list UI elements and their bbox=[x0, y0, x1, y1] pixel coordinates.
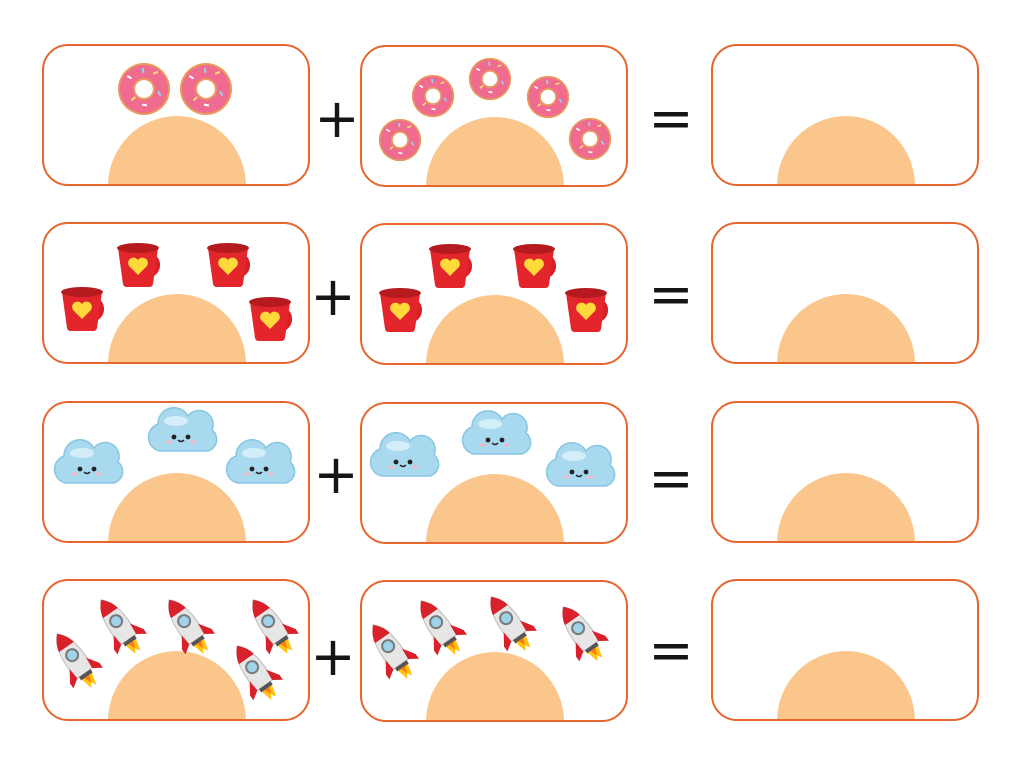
cup-icon bbox=[426, 241, 484, 289]
mound bbox=[108, 116, 246, 184]
donut-icon bbox=[378, 118, 422, 162]
row1-right-box bbox=[360, 45, 628, 187]
row2-left-box bbox=[42, 222, 310, 364]
cup-icon bbox=[58, 284, 116, 332]
row3-answer-box[interactable] bbox=[711, 401, 979, 543]
row3-right-box bbox=[360, 402, 628, 544]
donut-icon bbox=[179, 62, 233, 116]
cloud-icon bbox=[542, 442, 618, 498]
row4-answer-box[interactable] bbox=[711, 579, 979, 721]
donut-icon bbox=[468, 57, 512, 101]
mound bbox=[777, 116, 915, 184]
mound bbox=[108, 294, 246, 362]
rocket-icon bbox=[164, 591, 218, 661]
equals-sign: = bbox=[648, 619, 694, 682]
cloud-icon bbox=[458, 410, 534, 466]
cloud-icon bbox=[144, 407, 220, 463]
rocket-icon bbox=[248, 591, 302, 661]
row2-right-box bbox=[360, 223, 628, 365]
mound bbox=[777, 651, 915, 719]
mound bbox=[777, 294, 915, 362]
rocket-icon bbox=[96, 591, 150, 661]
cup-icon bbox=[562, 285, 620, 333]
equals-sign: = bbox=[648, 447, 694, 510]
rocket-icon bbox=[486, 588, 540, 658]
rocket-icon bbox=[416, 592, 470, 662]
donut-icon bbox=[526, 75, 570, 119]
row4-right-box bbox=[360, 580, 628, 722]
row2-answer-box[interactable] bbox=[711, 222, 979, 364]
plus-sign: + bbox=[310, 625, 356, 688]
cup-icon bbox=[510, 241, 568, 289]
plus-sign: + bbox=[314, 87, 360, 150]
donut-icon bbox=[411, 74, 455, 118]
row1-left-box bbox=[42, 44, 310, 186]
rocket-icon bbox=[558, 598, 612, 668]
row4-left-box bbox=[42, 579, 310, 721]
mound bbox=[108, 651, 246, 719]
donut-icon bbox=[568, 117, 612, 161]
mound bbox=[426, 652, 564, 720]
mound bbox=[777, 473, 915, 541]
row1-answer-box[interactable] bbox=[711, 44, 979, 186]
row3-left-box bbox=[42, 401, 310, 543]
cloud-icon bbox=[222, 439, 298, 495]
cup-icon bbox=[376, 285, 434, 333]
cloud-icon bbox=[50, 439, 126, 495]
cup-icon bbox=[204, 240, 262, 288]
cup-icon bbox=[246, 294, 304, 342]
equals-sign: = bbox=[648, 263, 694, 326]
plus-sign: + bbox=[313, 443, 359, 506]
equals-sign: = bbox=[648, 87, 694, 150]
donut-icon bbox=[117, 62, 171, 116]
plus-sign: + bbox=[310, 265, 356, 328]
mound bbox=[426, 295, 564, 363]
cup-icon bbox=[114, 240, 172, 288]
rocket-icon bbox=[368, 616, 422, 686]
mound bbox=[426, 117, 564, 185]
cloud-icon bbox=[366, 432, 442, 488]
